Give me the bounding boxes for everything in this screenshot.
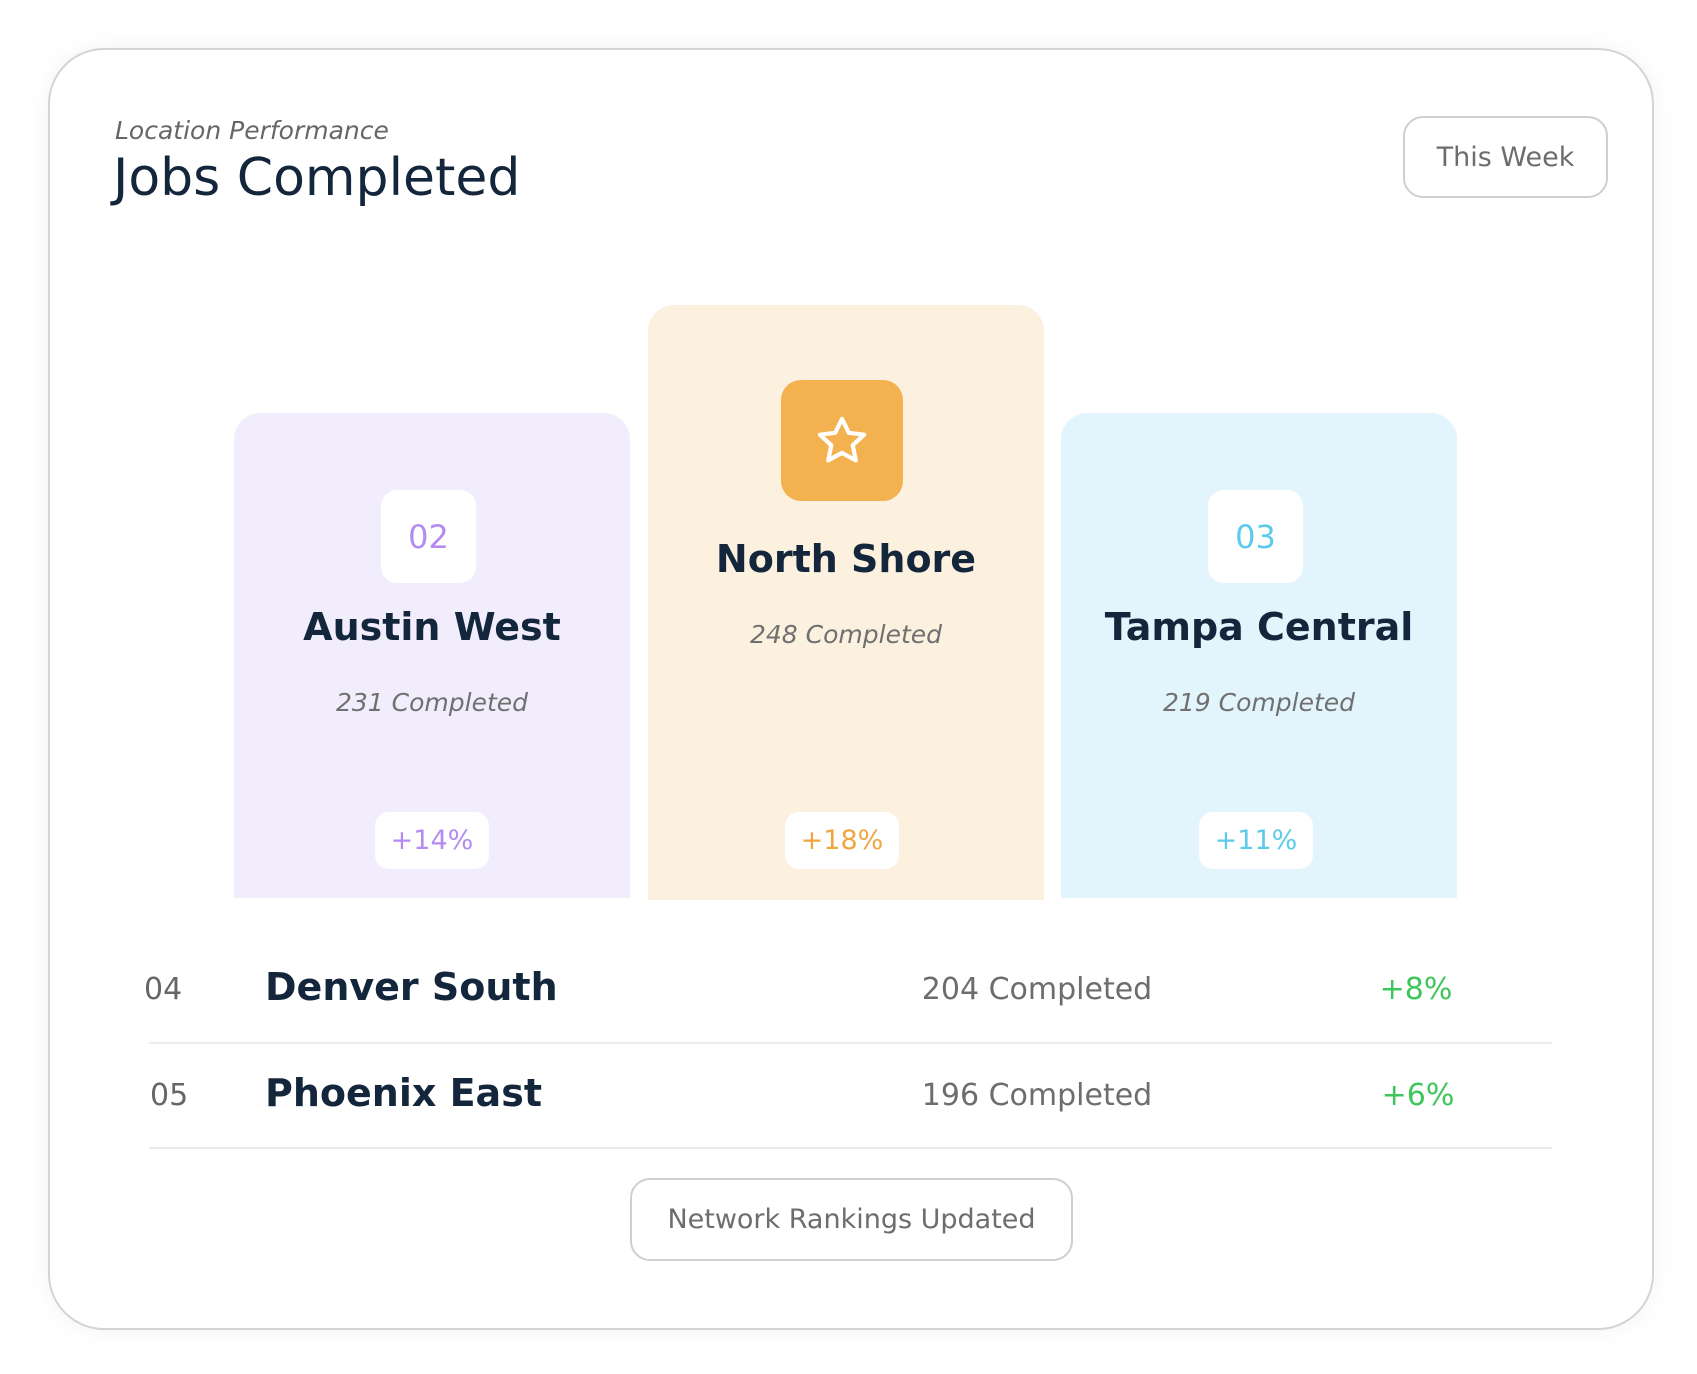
location-name: North Shore <box>715 537 977 581</box>
row-completed: 204 Completed <box>921 972 1153 1007</box>
change-pill: +11% <box>1199 812 1313 869</box>
status-button[interactable]: Network Rankings Updated <box>630 1178 1073 1261</box>
row-name: Phoenix East <box>265 1071 542 1115</box>
row-divider <box>149 1147 1552 1149</box>
completed-count: 248 Completed <box>749 620 943 649</box>
row-rank: 05 <box>150 1078 189 1113</box>
subtitle: Location Performance <box>115 116 389 145</box>
card <box>48 48 1654 1330</box>
change-pill: +14% <box>375 812 489 869</box>
period-button[interactable]: This Week <box>1403 116 1608 198</box>
completed-count: 231 Completed <box>335 688 529 717</box>
row-change: +8% <box>1379 972 1453 1007</box>
rank-badge: 03 <box>1208 490 1303 583</box>
row-rank: 04 <box>144 972 183 1007</box>
star-icon <box>817 416 867 462</box>
rank-badge: 02 <box>381 490 476 583</box>
location-name: Austin West <box>303 605 561 649</box>
change-pill: +18% <box>785 812 899 869</box>
location-name: Tampa Central <box>1104 605 1414 649</box>
row-change: +6% <box>1381 1078 1455 1113</box>
row-completed: 196 Completed <box>921 1078 1153 1113</box>
completed-count: 219 Completed <box>1162 688 1356 717</box>
row-name: Denver South <box>265 965 558 1009</box>
row-divider <box>149 1042 1552 1044</box>
title: Jobs Completed <box>113 148 521 208</box>
star-badge <box>781 380 903 501</box>
